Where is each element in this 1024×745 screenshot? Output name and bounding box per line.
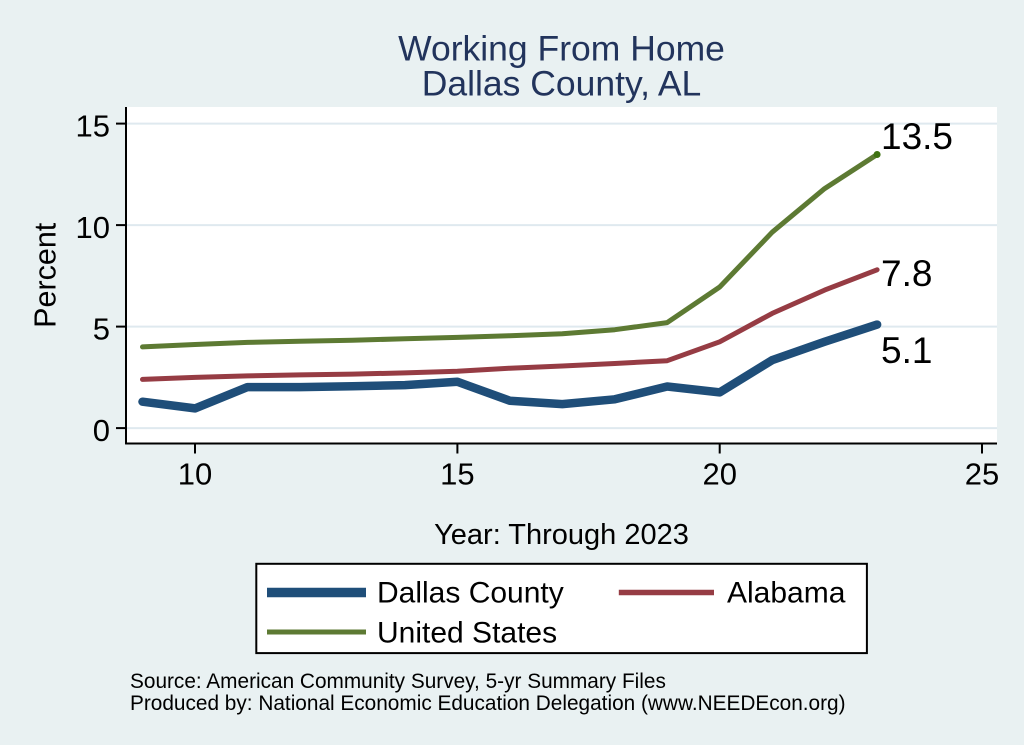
- svg-text:Source: American Community Sur: Source: American Community Survey, 5-yr …: [130, 670, 666, 693]
- svg-text:25: 25: [965, 457, 999, 492]
- svg-text:Alabama: Alabama: [727, 577, 846, 610]
- svg-text:15: 15: [440, 457, 474, 492]
- svg-text:5: 5: [93, 311, 110, 346]
- svg-text:Percent: Percent: [29, 222, 63, 328]
- svg-text:0: 0: [93, 413, 110, 448]
- svg-text:15: 15: [76, 108, 110, 143]
- svg-text:5.1: 5.1: [881, 330, 932, 371]
- svg-text:Produced by: National Economic: Produced by: National Economic Education…: [130, 692, 846, 715]
- svg-text:7.8: 7.8: [881, 253, 932, 294]
- svg-text:Year: Through 2023: Year: Through 2023: [434, 519, 689, 551]
- svg-text:10: 10: [76, 210, 110, 245]
- svg-text:United States: United States: [377, 617, 557, 650]
- svg-text:Dallas County: Dallas County: [377, 577, 564, 610]
- svg-text:Dallas County, AL: Dallas County, AL: [422, 64, 702, 104]
- svg-text:10: 10: [178, 457, 212, 492]
- svg-text:Working From Home: Working From Home: [398, 28, 725, 68]
- svg-text:20: 20: [702, 457, 736, 492]
- svg-text:13.5: 13.5: [881, 116, 953, 157]
